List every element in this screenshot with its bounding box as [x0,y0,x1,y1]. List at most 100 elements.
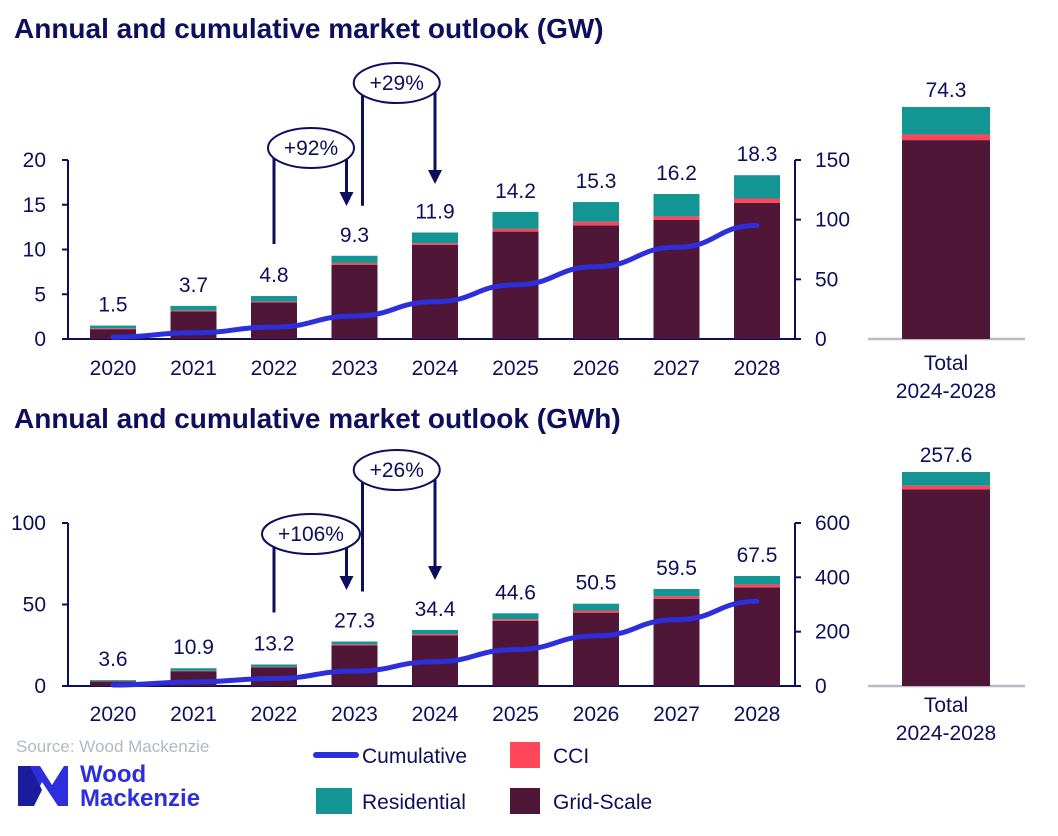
x-tick-label: 2024 [412,357,459,380]
source-note: Source: Wood Mackenzie [16,737,209,756]
x-tick-label: 2021 [170,703,217,726]
bar-total-label: 11.9 [415,200,454,223]
bar-cci [734,584,780,588]
logo-text-line2: Mackenzie [80,785,200,812]
bar-cci [573,610,619,613]
bar-total-label: 59.5 [656,557,697,580]
left-tick-label: 0 [34,675,46,698]
bar-grid-scale [331,645,378,686]
total-bar-label-line2: 2024-2028 [896,722,996,745]
bar-cci [412,243,458,246]
right-tick-label: 400 [815,566,850,589]
bar-grid-scale [573,225,619,339]
bar-total-label: 16.2 [656,162,697,185]
x-tick-label: 2025 [492,357,539,380]
gw-chart: 0 5 10 15 20 0 50 100 150 1.5 2020 3.7 2021 4.8 2022 9.… [23,62,1025,403]
bar-grid-scale [492,620,539,686]
legend-residential-swatch [316,788,352,814]
legend-grid-scale-label: Grid-Scale [553,791,652,814]
left-tick-label: 100 [11,512,46,535]
legend-residential-label: Residential [362,791,466,814]
legend-cumulative-label: Cumulative [362,745,467,768]
bar-cci [170,310,217,312]
total-bar-grid-scale [902,140,990,339]
total-bar-residential [902,472,990,486]
chart-title-gwh: Annual and cumulative market outlook (GW… [14,403,621,434]
bar-grid-scale [412,245,458,339]
right-tick-label: 0 [815,328,827,351]
wood-mackenzie-logo-icon [18,766,68,806]
growth-arrowhead [428,170,442,184]
total-bar-cci [902,134,990,141]
x-tick-label: 2020 [90,357,137,380]
cumulative-line [110,598,760,688]
growth-callout-bubble [352,449,441,491]
growth-arrowhead [339,576,354,590]
bar-cci [734,198,780,203]
bar-residential [573,202,619,222]
bar-total-label: 50.5 [576,572,617,595]
left-tick-label: 20 [23,149,46,172]
bar-residential [412,232,458,244]
legend-grid-scale-swatch [510,788,540,814]
growth-callout-bubble [352,62,441,104]
x-tick-label: 2022 [251,703,298,726]
bar-residential [90,680,136,682]
x-tick-label: 2026 [573,703,620,726]
cumulative-line [110,222,760,340]
wood-mackenzie-logo: Wood Mackenzie [18,761,200,812]
x-tick-label: 2025 [492,703,539,726]
x-tick-label: 2027 [653,703,700,726]
total-bar-cci [902,485,990,490]
bar-cci [653,216,700,220]
growth-arrowhead [428,566,442,580]
bar-residential [170,305,217,311]
bar-residential [653,589,700,597]
left-tick-label: 0 [34,328,46,351]
bar-total-label: 3.7 [179,274,208,297]
bar-residential [90,325,136,329]
logo-text-line1: Wood [80,761,146,788]
total-bar-grid-scale [902,489,990,686]
bar-total-label: 13.2 [254,632,295,655]
right-tick-label: 100 [815,209,850,232]
growth-callout-label: +29% [370,72,424,95]
x-tick-label: 2023 [331,357,378,380]
bar-residential [170,668,217,671]
bar-total-label: 34.4 [415,598,456,621]
bar-residential [573,603,619,611]
growth-callout-bubble [267,127,355,169]
gwh-chart: 0 50 100 0 200 400 600 3.6 2020 10.9 2021 13.2 2022 2… [11,444,1025,745]
growth-arrowhead [339,192,354,206]
bar-cci [492,619,539,621]
legend-cci-swatch [510,742,540,768]
total-bar-residential [902,107,990,135]
bar-residential [734,175,780,199]
bar-grid-scale [653,598,700,686]
bar-total-label: 14.2 [495,180,536,203]
x-tick-label: 2021 [170,357,217,380]
bar-total-label: 15.3 [576,170,617,193]
left-tick-label: 50 [23,594,46,617]
bar-cci [90,328,136,330]
x-tick-label: 2028 [734,703,781,726]
right-tick-label: 50 [815,268,838,291]
growth-callout-bubble [261,513,361,555]
x-tick-label: 2028 [734,357,781,380]
total-bar-value-label: 74.3 [926,79,967,102]
bar-total-label: 18.3 [737,143,778,166]
bar-cci [331,262,378,265]
x-tick-label: 2024 [412,703,459,726]
right-tick-label: 150 [815,149,850,172]
bar-grid-scale [331,264,378,339]
x-tick-label: 2026 [573,357,620,380]
growth-callout-label: +106% [278,523,344,546]
chart-title-gw: Annual and cumulative market outlook (GW… [14,13,604,44]
growth-callout-label: +92% [284,137,338,160]
bar-cci [331,644,378,646]
bar-residential [251,296,297,302]
bar-cci [573,221,619,226]
bar-cci [492,228,539,232]
x-tick-label: 2020 [90,703,137,726]
